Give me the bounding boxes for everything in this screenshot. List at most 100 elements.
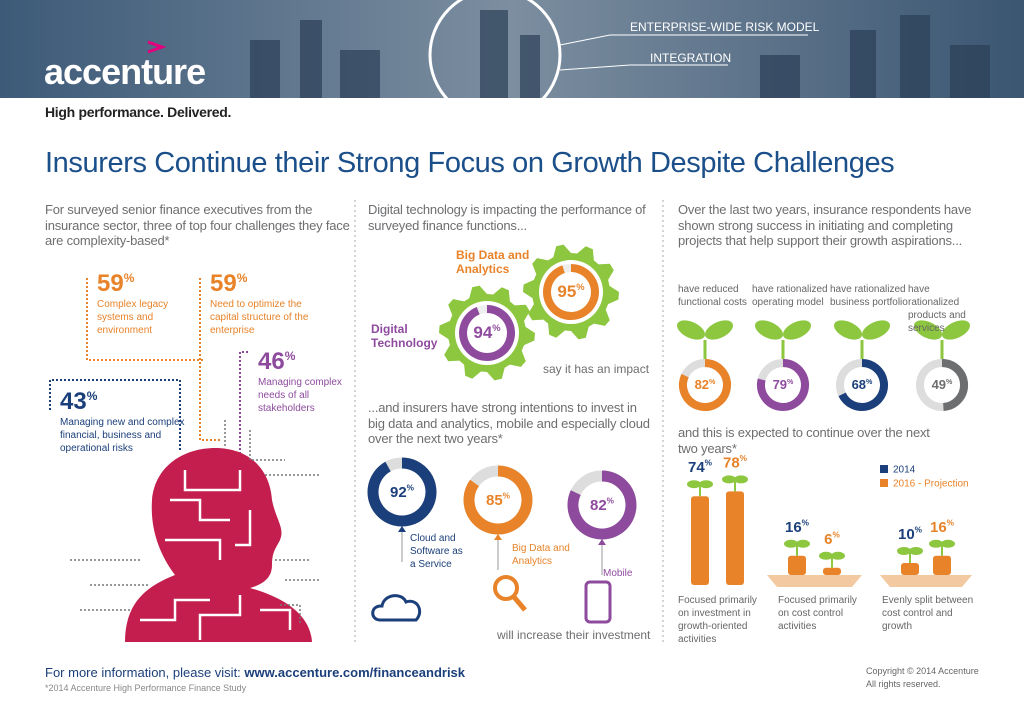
callout-line [559, 34, 808, 46]
model-label: INTEGRATION [650, 51, 732, 65]
donut-number: 92 [390, 484, 407, 501]
rationalized-label: have rationalized operating model [752, 284, 828, 308]
percent-sign: % [503, 492, 511, 501]
donut-value: 16% [785, 518, 810, 535]
footer-info: For more information, please visit: www.… [45, 665, 465, 681]
donut-value: 82% [695, 377, 716, 392]
percent-sign: % [866, 378, 873, 386]
percent-sign: % [787, 378, 794, 386]
rights: All rights reserved. [866, 679, 941, 689]
donut-number: 16 [785, 519, 802, 536]
plant-leaf [687, 480, 701, 489]
donut-value: 68% [852, 377, 873, 392]
donut-arc [941, 358, 969, 411]
tagline: High performance. Delivered. [45, 104, 232, 120]
footnote: *2014 Accenture High Performance Finance… [45, 683, 247, 693]
connector [199, 278, 220, 441]
plant-leaf [909, 547, 923, 555]
connector [86, 278, 205, 361]
donut-arc [838, 359, 888, 411]
donut-number: 74 [688, 459, 705, 476]
gear-caption: say it has an impact [543, 362, 650, 376]
gear-label: Big Data and Analytics [456, 248, 530, 277]
logo-mark [147, 40, 167, 54]
balloon-knot [398, 526, 406, 532]
intro-text: Over the last two years, insurance respo… [678, 202, 972, 249]
stat-value: 59% [210, 270, 247, 299]
magnifier-icon [493, 575, 519, 601]
donut-number: 49 [932, 377, 946, 392]
plant-leaf [734, 475, 748, 484]
plant-leaf [913, 320, 943, 340]
donut-value: 74% [688, 459, 713, 476]
percent-sign: % [740, 454, 748, 463]
more-info: For more information, please visit: [45, 665, 241, 680]
lens-circle [428, 0, 562, 122]
coin-stack [933, 555, 951, 575]
plant-leaf [819, 551, 833, 560]
coin-stack [691, 496, 709, 585]
donut-value: 78% [723, 454, 748, 471]
hand-icon [767, 575, 862, 587]
rationalized-label: have rationalized products and services [908, 284, 966, 334]
rationalized-label: have rationalized business portfolio [830, 284, 908, 308]
investment-label: Big Data and Analytics [512, 543, 570, 567]
head-silhouette [125, 448, 312, 642]
donut-number: 85 [486, 492, 503, 509]
percent-sign: % [802, 518, 810, 527]
stat-value: 59% [97, 270, 134, 299]
donut-number: 78 [723, 454, 740, 471]
stat-number: 46 [258, 348, 285, 375]
donut-arc [679, 359, 731, 411]
donut-value: 79% [773, 377, 794, 392]
percent-sign: % [492, 323, 501, 333]
percent-sign: % [709, 378, 716, 386]
percent-sign: % [833, 530, 841, 539]
arrow-lines [70, 420, 320, 625]
magnifier-handle [512, 595, 527, 612]
gear-label: Digital Technology [371, 322, 438, 351]
donut-number: 79 [773, 377, 787, 392]
donut-number: 16 [930, 519, 947, 536]
percent-sign: % [946, 378, 953, 386]
stat-label: Managing complex needs of all stakeholde… [258, 377, 342, 414]
connector [239, 351, 248, 460]
donut-value: 85% [486, 492, 511, 509]
phone-icon [584, 580, 612, 624]
footer-url[interactable]: www.accenture.com/financeandrisk [244, 665, 466, 680]
donut-arc [463, 465, 533, 535]
intro-text: ...and insurers have strong intentions t… [368, 400, 650, 447]
donut-arc [367, 457, 437, 527]
plant-leaf [754, 320, 784, 340]
balloon-knot [494, 534, 502, 540]
legend-label: 2016 - Projection [893, 479, 969, 490]
rationalized-label: have reduced functional costs [678, 284, 747, 308]
percent-sign: % [86, 389, 98, 403]
donut-value: 16% [930, 518, 955, 535]
stat-label: Need to optimize the capital structure o… [210, 299, 309, 336]
group-label: Evenly split between cost control and gr… [882, 595, 974, 632]
intro-text: For surveyed senior finance executives f… [45, 202, 350, 249]
donut-number: 95 [557, 282, 576, 301]
balloon-knot [598, 539, 606, 545]
plant-leaf [704, 320, 734, 340]
donut-number: 6 [824, 531, 832, 548]
donut-value: 92% [390, 484, 415, 501]
coin-stack [901, 563, 919, 575]
percent-sign: % [915, 526, 923, 535]
coin-stack [823, 567, 841, 575]
cloud-icon [371, 594, 422, 622]
donut-arc [757, 359, 809, 411]
group-label: Focused primarily on cost control activi… [778, 595, 857, 632]
plant-leaf [929, 539, 943, 548]
investment-caption: will increase their investment [497, 628, 651, 642]
coin-stack [726, 491, 744, 585]
plant-leaf [941, 539, 955, 548]
percent-sign: % [407, 484, 415, 493]
model-label: ENTERPRISE-WIDE RISK MODEL [630, 20, 820, 34]
donut-number: 94 [473, 323, 492, 342]
percent-sign: % [947, 518, 955, 527]
plant-leaf [833, 320, 863, 340]
